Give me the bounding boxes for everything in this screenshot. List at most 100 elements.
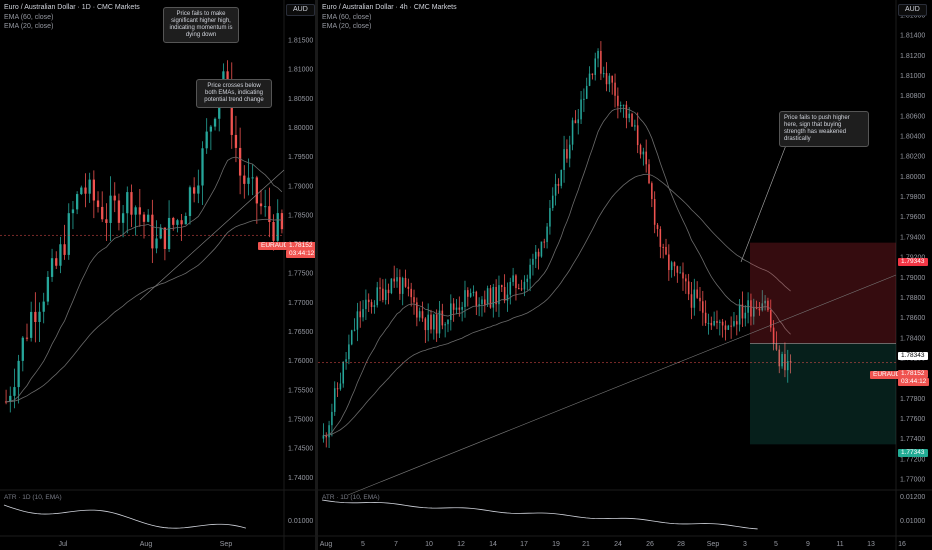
candle-body: [180, 220, 183, 225]
candle-body: [452, 303, 455, 310]
price-tick-label: 1.77600: [900, 416, 925, 423]
candle-body: [75, 194, 79, 210]
price-tick-label: 1.78600: [900, 315, 925, 322]
candle-body: [410, 288, 412, 298]
candle-body: [458, 307, 461, 310]
daily-chart-pane[interactable]: 1.81500 1.81000 1.80500 1.80000 1.79500 1.790…: [0, 0, 318, 550]
candle-body: [577, 119, 580, 124]
candle-body: [353, 329, 356, 331]
candle-body: [167, 217, 171, 249]
candle-body: [21, 337, 24, 361]
candle-body: [526, 278, 529, 282]
candle-body: [707, 322, 710, 324]
candle-body: [71, 209, 75, 214]
candle-body: [130, 192, 133, 215]
candle-body: [778, 349, 781, 367]
time-tick-label: 5: [774, 541, 778, 548]
candle-body: [176, 220, 179, 225]
pane-divider[interactable]: [315, 0, 318, 550]
countdown-label: 03:44:12: [898, 378, 930, 386]
time-tick-label: 5: [361, 541, 365, 548]
price-tick-label: 1.79600: [900, 214, 925, 221]
candle-body: [696, 289, 698, 298]
note-pointer: [740, 139, 789, 263]
candle-body: [63, 244, 66, 255]
candle-body: [738, 304, 741, 325]
candle-body: [134, 207, 137, 215]
ema60-line: [323, 173, 791, 436]
time-tick-label: 16: [898, 541, 906, 548]
price-tick-label: 1.79000: [288, 183, 313, 190]
candle-body: [529, 264, 531, 279]
time-tick-label: 3: [743, 541, 747, 548]
price-tick-label: 1.74500: [288, 446, 313, 453]
currency-button[interactable]: AUD: [286, 4, 315, 16]
candle-body: [574, 120, 577, 124]
time-tick-label: 17: [520, 541, 528, 548]
candle-body: [614, 82, 616, 96]
buying-strength-note: Price fails to push higher here, sign th…: [779, 111, 869, 147]
candle-body: [653, 199, 656, 225]
candle-body: [789, 361, 792, 363]
candle-body: [693, 289, 696, 308]
candle-body: [690, 294, 693, 308]
candle-body: [467, 290, 469, 297]
price-tick-label: 1.79400: [900, 234, 925, 241]
h4-chart-pane[interactable]: 1.81600 1.81400 1.81200 1.81000 1.80800 1.806…: [318, 0, 932, 550]
candle-body: [382, 288, 384, 300]
time-tick-label: 13: [867, 541, 875, 548]
candle-body: [255, 177, 258, 204]
candle-body: [636, 125, 639, 146]
price-tick-label: 1.77000: [900, 476, 925, 483]
candle-body: [554, 183, 557, 196]
candle-body: [461, 306, 463, 310]
candle-body: [342, 361, 345, 384]
candle-body: [775, 343, 778, 350]
time-tick-label: 28: [677, 541, 685, 548]
price-tick-label: 1.81400: [900, 33, 925, 40]
candle-body: [113, 195, 116, 201]
time-tick-label: 19: [552, 541, 560, 548]
candle-body: [172, 217, 175, 225]
candle-body: [328, 425, 330, 438]
h4-chart-svg[interactable]: 1.81600 1.81400 1.81200 1.81000 1.80800 1.806…: [318, 0, 932, 550]
candle-body: [736, 321, 738, 325]
candle-body: [379, 287, 381, 289]
candle-body: [588, 73, 591, 86]
candle-body: [509, 281, 512, 295]
candle-body: [272, 221, 275, 241]
time-tick-label: Aug: [140, 541, 153, 548]
candle-body: [469, 293, 472, 297]
candle-body: [523, 281, 526, 290]
candle-body: [9, 395, 12, 402]
candle-body: [238, 147, 242, 176]
candle-body: [339, 383, 342, 390]
candle-body: [17, 360, 20, 388]
currency-button[interactable]: AUD: [898, 4, 927, 16]
candle-body: [205, 131, 208, 149]
candle-body: [424, 318, 427, 331]
candle-body: [486, 288, 489, 305]
candle-body: [59, 244, 62, 266]
candle-body: [38, 311, 41, 323]
candle-body: [648, 164, 650, 184]
candle-body: [532, 258, 534, 265]
candle-body: [356, 311, 359, 330]
candle-body: [247, 177, 250, 184]
price-tick-label: 1.80000: [288, 125, 313, 132]
candle-body: [393, 278, 395, 282]
candle-body: [370, 302, 373, 307]
candle-body: [350, 330, 353, 345]
candle-body: [418, 311, 421, 318]
candle-body: [617, 95, 619, 106]
candle-body: [713, 321, 715, 326]
candle-body: [611, 75, 613, 83]
target-price-label: 1.77343: [898, 449, 928, 457]
candle-body: [365, 299, 367, 310]
symbol-tag: EURAUD: [870, 371, 904, 379]
candle-body: [450, 303, 452, 320]
candle-body: [280, 213, 284, 230]
price-tick-label: 1.76500: [288, 329, 313, 336]
take-profit-zone: [750, 343, 896, 445]
candle-body: [515, 275, 517, 289]
